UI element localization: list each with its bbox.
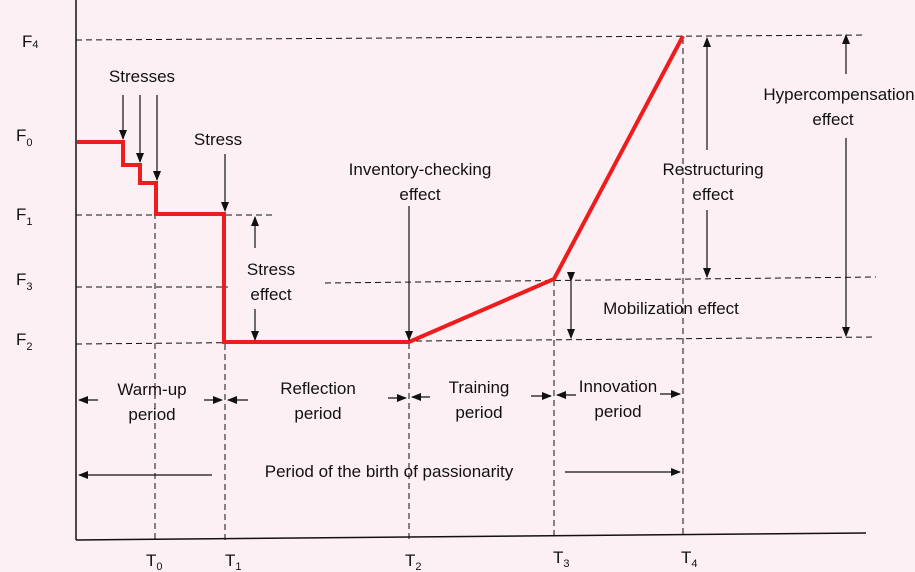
y-label-f0: F0: [16, 126, 33, 149]
x-axis-labels: T0 T1 T2 T3 T4: [146, 548, 698, 572]
level-lines: [75, 34, 877, 345]
restructuring-effect-label-2: effect: [692, 185, 734, 204]
effect-arrows: [251, 34, 850, 341]
y-label-f4: F4: [22, 32, 39, 51]
level-line-f3-right: [324, 276, 877, 284]
period-warmup-label-2: period: [128, 405, 175, 424]
y-label-f2: F2: [16, 330, 33, 353]
level-line-f2: [75, 336, 877, 345]
period-innovation-label-2: period: [594, 402, 641, 421]
passionarity-period-label: Period of the birth of passionarity: [265, 462, 514, 481]
stress-label: Stress: [194, 130, 242, 149]
stress-arrows: [119, 95, 413, 341]
inventory-effect-label-2: effect: [399, 185, 441, 204]
hypercompensation-effect-label-2: effect: [812, 110, 854, 129]
period-arrows: [78, 390, 681, 479]
level-line-f4: [75, 34, 867, 41]
y-axis-labels: F4 F0 F1 F3 F2: [16, 32, 39, 353]
stresses-label: Stresses: [109, 67, 175, 86]
period-training-label-1: Training: [449, 378, 510, 397]
x-label-t3: T3: [553, 548, 570, 570]
y-label-f1: F1: [16, 205, 33, 228]
period-warmup-label-1: Warm-up: [117, 380, 186, 399]
period-reflection-label-2: period: [294, 404, 341, 423]
period-training-label-2: period: [455, 403, 502, 422]
restructuring-effect-label-1: Restructuring: [662, 160, 763, 179]
x-label-t0: T0: [146, 551, 163, 572]
x-label-t2: T2: [405, 551, 422, 572]
time-lines: [154, 38, 684, 540]
x-label-t1: T1: [225, 551, 242, 572]
stress-effect-label-1: Stress: [247, 260, 295, 279]
x-axis: [75, 532, 867, 541]
x-label-t4: T4: [681, 548, 698, 570]
hypercompensation-effect-label-1: Hypercompensation: [763, 85, 914, 104]
mobilization-effect-label: Mobilization effect: [603, 299, 739, 318]
inventory-effect-label-1: Inventory-checking: [349, 160, 492, 179]
stress-effect-label-2: effect: [250, 285, 292, 304]
response-curve: [77, 35, 685, 344]
annotations: Stresses Stress Stress effect Inventory-…: [109, 67, 915, 481]
period-innovation-label-1: Innovation: [579, 377, 657, 396]
y-label-f3: F3: [16, 270, 33, 293]
period-reflection-label-1: Reflection: [280, 379, 356, 398]
